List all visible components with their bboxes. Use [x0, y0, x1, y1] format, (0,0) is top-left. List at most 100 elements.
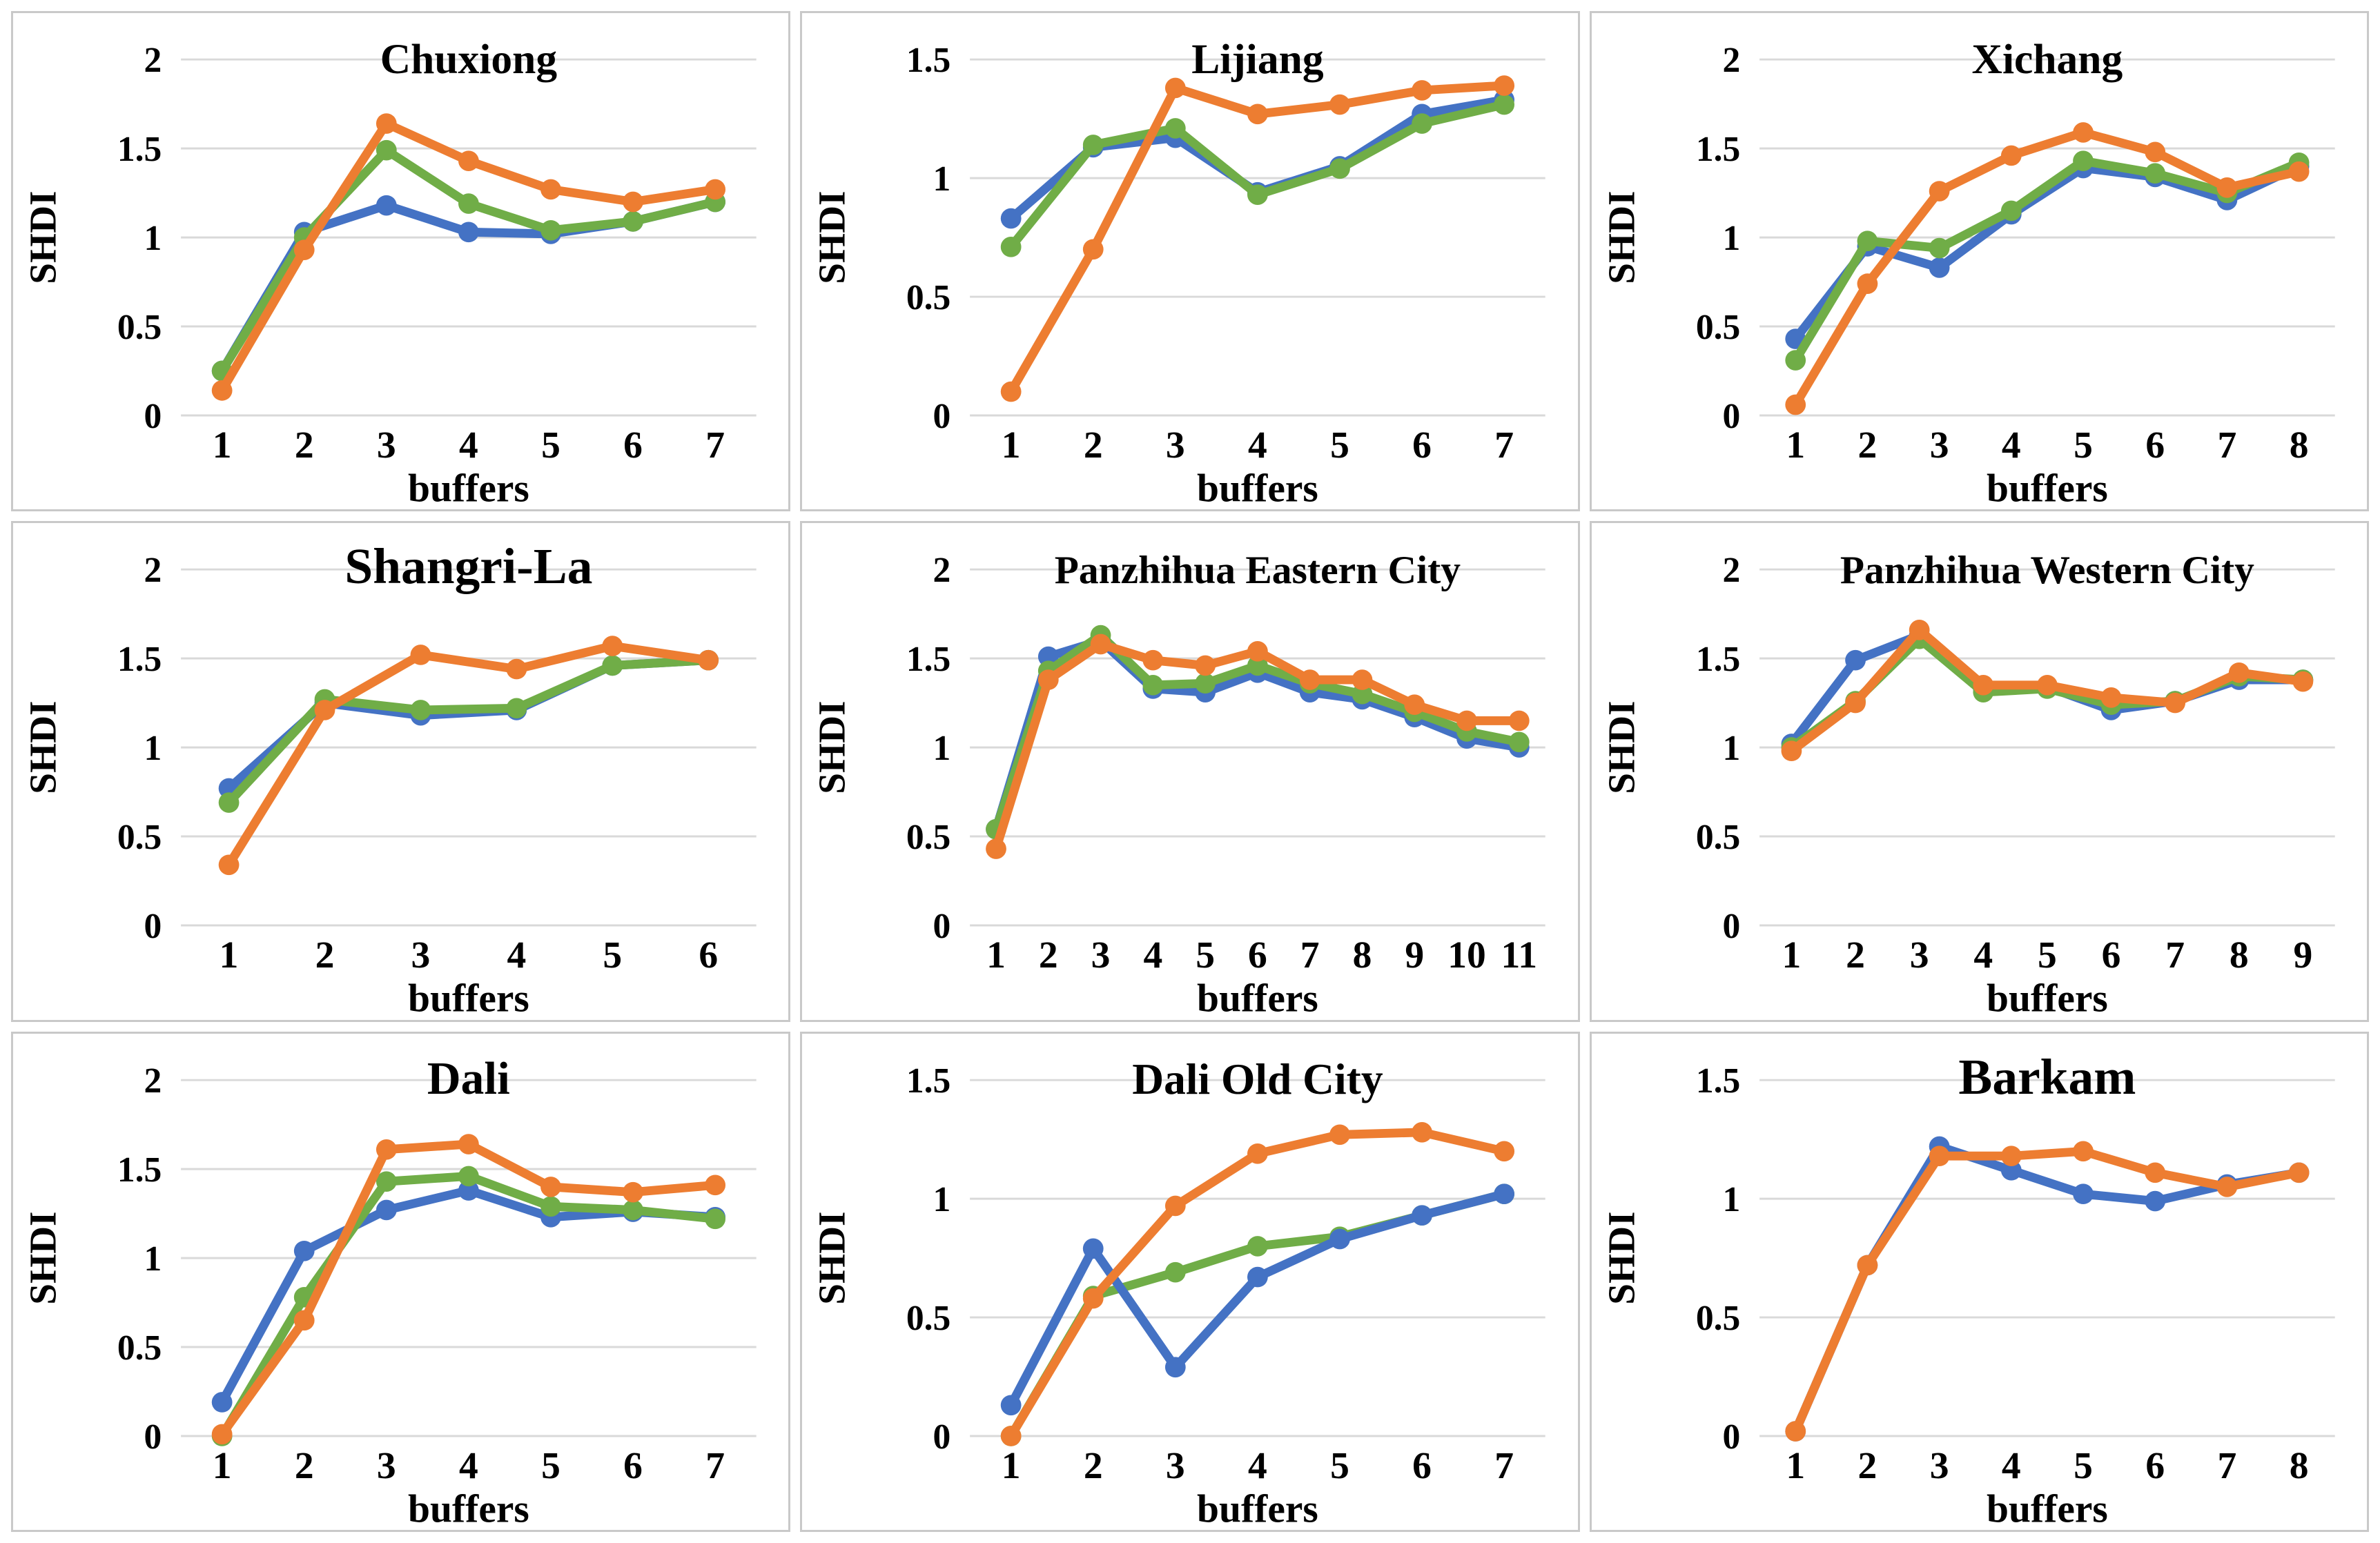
x-tick-label: 3 — [1166, 1444, 1185, 1486]
y-tick-label: 1.5 — [117, 640, 162, 680]
x-tick-label: 2 — [315, 934, 335, 976]
x-tick-label: 3 — [377, 424, 396, 466]
x-tick-label: 3 — [1929, 424, 1949, 466]
x-tick-label: 6 — [2145, 1444, 2165, 1486]
y-tick-label: 1.5 — [117, 130, 162, 169]
data-point-orange — [540, 179, 561, 200]
x-tick-label: 5 — [2074, 1444, 2093, 1486]
x-axis-label: buffers — [408, 1487, 529, 1530]
x-tick-label: 4 — [1973, 934, 1993, 976]
data-point-green — [2000, 200, 2022, 222]
data-point-orange — [1456, 710, 1478, 731]
chart-lijiang: 0 0.5 1 1.5 1 2 3 4 5 6 7 buffers SHDI Lijiang — [811, 36, 1546, 509]
x-tick-label: 2 — [1084, 1444, 1103, 1486]
data-point-orange — [2072, 122, 2094, 143]
data-point-orange — [2000, 145, 2022, 166]
data-point-green — [458, 1166, 479, 1186]
data-point-orange — [705, 179, 726, 200]
data-point-orange — [1195, 655, 1216, 676]
x-tick-label: 10 — [1448, 934, 1487, 976]
chart-shangri-la: 0 0.5 1 1.5 2 1 2 3 4 5 6 buffers SHDI Shangri-La — [21, 538, 757, 1020]
data-point-orange — [458, 1133, 479, 1154]
x-tick-label: 5 — [603, 934, 622, 976]
data-point-orange — [1001, 1425, 1022, 1446]
x-tick-label: 2 — [1084, 424, 1103, 466]
y-tick-label: 0 — [1722, 907, 1740, 946]
series-line-orange — [224, 641, 713, 870]
x-tick-label: 6 — [1248, 934, 1267, 976]
data-point-green — [540, 219, 561, 241]
x-tick-label: 6 — [2101, 934, 2120, 976]
data-point-blue — [1329, 1228, 1351, 1250]
data-point-green — [375, 1171, 397, 1192]
data-point-orange — [1165, 1195, 1187, 1216]
data-point-orange — [1909, 620, 1930, 641]
x-axis-label: buffers — [1987, 1487, 2108, 1530]
chart-panel-barkam: 0 0.5 1 1.5 1 2 3 4 5 6 7 8 buffers SHDI Barkam — [1589, 1031, 2369, 1532]
chart-title: Dali Old City — [1133, 1055, 1384, 1103]
x-tick-label: 5 — [541, 424, 560, 466]
data-point-orange — [2288, 1162, 2310, 1183]
data-point-green — [705, 1208, 726, 1229]
data-point-green — [1247, 1235, 1269, 1257]
data-point-blue — [375, 195, 397, 216]
data-point-orange — [1083, 239, 1104, 260]
x-tick-label: 11 — [1501, 934, 1538, 976]
x-tick-label: 7 — [705, 424, 725, 466]
data-point-green — [623, 211, 643, 232]
data-point-blue — [1412, 1205, 1433, 1226]
data-point-blue — [1038, 647, 1060, 667]
x-tick-label: 3 — [377, 1444, 396, 1486]
x-tick-label: 9 — [2293, 934, 2312, 976]
data-point-orange — [211, 380, 233, 401]
x-tick-label: 7 — [1495, 424, 1514, 466]
x-tick-label: 8 — [2230, 934, 2249, 976]
y-tick-label: 2 — [1722, 41, 1740, 80]
data-point-green — [1509, 731, 1530, 753]
data-point-green — [1165, 118, 1187, 139]
chart-title: Chuxiong — [380, 36, 558, 83]
series-line-orange — [1006, 81, 1509, 397]
data-point-orange — [1165, 77, 1187, 99]
data-point-orange — [1857, 1255, 1877, 1275]
series-line-green — [1791, 156, 2303, 365]
data-point-orange — [293, 1310, 315, 1330]
x-tick-label: 1 — [1782, 934, 1801, 976]
x-tick-label: 6 — [1413, 424, 1432, 466]
y-axis-label: SHDI — [21, 190, 64, 284]
x-tick-label: 2 — [1039, 934, 1058, 976]
y-tick-label: 0.5 — [117, 308, 162, 347]
y-tick-label: 1 — [1722, 729, 1740, 768]
y-tick-label: 0.5 — [117, 818, 162, 857]
data-point-orange — [375, 1139, 397, 1160]
data-point-green — [2072, 150, 2094, 172]
data-point-orange — [1001, 381, 1022, 402]
data-point-orange — [2228, 662, 2250, 683]
y-tick-label: 0 — [933, 907, 951, 946]
x-tick-label: 2 — [1857, 424, 1877, 466]
data-point-orange — [2216, 177, 2237, 198]
y-tick-label: 0 — [144, 397, 162, 436]
x-tick-label: 8 — [2289, 1444, 2308, 1486]
data-point-green — [2144, 163, 2165, 184]
x-tick-label: 2 — [295, 424, 314, 466]
y-axis-label: SHDI — [811, 701, 853, 794]
x-tick-label: 3 — [1166, 424, 1185, 466]
data-point-orange — [2036, 675, 2058, 696]
y-tick-label: 0 — [144, 907, 162, 946]
data-point-blue — [458, 222, 479, 243]
data-point-blue — [1001, 1395, 1022, 1415]
x-tick-label: 6 — [699, 934, 718, 976]
x-tick-label: 2 — [295, 1444, 314, 1486]
data-point-blue — [2000, 1159, 2022, 1181]
data-point-green — [218, 792, 240, 814]
y-tick-label: 0.5 — [117, 1328, 162, 1368]
x-axis-label: buffers — [1197, 1487, 1318, 1530]
data-point-green — [623, 1199, 643, 1220]
y-tick-label: 2 — [144, 41, 162, 80]
y-tick-label: 1.5 — [906, 640, 950, 680]
x-tick-label: 4 — [459, 424, 478, 466]
x-tick-label: 6 — [1413, 1444, 1432, 1486]
data-point-orange — [1844, 693, 1866, 714]
